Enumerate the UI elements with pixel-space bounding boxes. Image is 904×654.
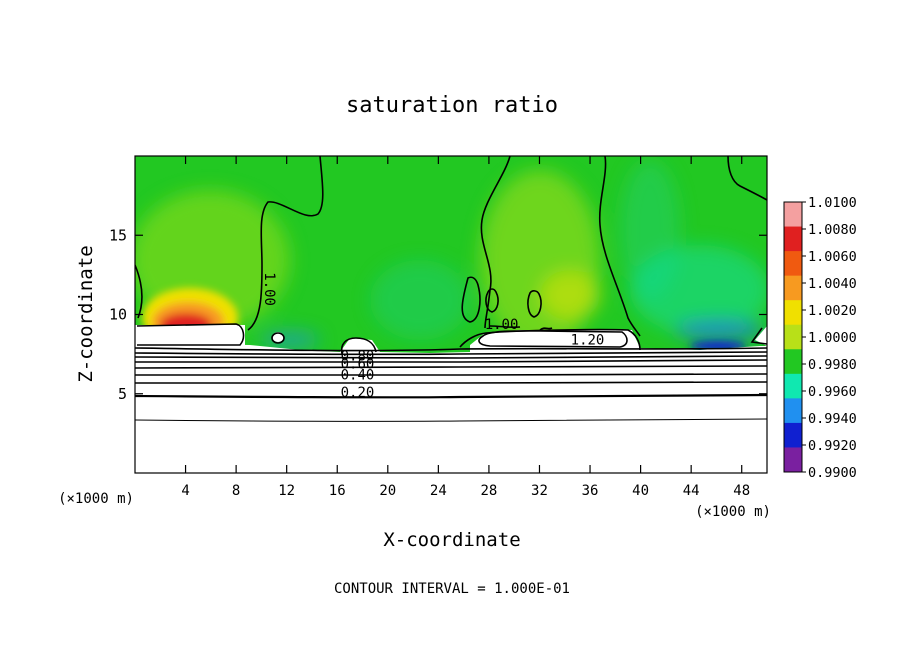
y-axis-label: Z-coordinate — [75, 245, 97, 382]
x-unit-left: (×1000 m) — [58, 491, 134, 507]
y-tick-label: 15 — [109, 226, 127, 244]
contour-label: 0.20 — [341, 385, 375, 401]
y-axis: 5 10 15 — [109, 226, 767, 403]
contour-label: 0.80 — [341, 348, 375, 364]
colorbar-band — [784, 349, 802, 375]
x-tick-label: 8 — [232, 483, 240, 499]
contour-label: 1.00 — [485, 317, 519, 333]
x-tick-label: 40 — [632, 483, 649, 499]
colorbar-band — [784, 447, 802, 473]
x-tick-label: 36 — [582, 483, 599, 499]
x-axis: 4 8 12 16 20 24 28 32 36 40 44 48 — [181, 156, 750, 499]
colorbar: 1.0100 1.0080 1.0060 1.0040 1.0020 1.0000 0.99… — [783, 195, 857, 481]
x-tick-label: 20 — [379, 483, 396, 499]
colorbar-label: 0.9940 — [808, 411, 857, 427]
colorbar-label: 0.9980 — [808, 357, 857, 373]
colorbar-band — [784, 398, 802, 424]
x-tick-label: 44 — [683, 483, 700, 499]
field-shading — [135, 160, 767, 350]
y-tick-label: 5 — [118, 385, 127, 403]
contour-interval-note: CONTOUR INTERVAL = 1.000E-01 — [334, 581, 570, 597]
contour-label: 0.60 — [341, 356, 375, 372]
y-tick-label: 10 — [109, 306, 127, 324]
colorbar-band — [784, 300, 802, 326]
x-tick-label: 28 — [480, 483, 497, 499]
colorbar-band — [784, 422, 802, 448]
colorbar-band — [784, 226, 802, 252]
contour-label: 1.20 — [571, 333, 605, 349]
colorbar-label: 1.0000 — [808, 330, 857, 346]
x-unit-right: (×1000 m) — [695, 504, 771, 520]
colorbar-band — [784, 275, 802, 301]
colorbar-label: 0.9900 — [808, 465, 857, 481]
chart-title: saturation ratio — [346, 93, 558, 118]
colorbar-label: 1.0100 — [808, 195, 857, 211]
contours — [135, 156, 767, 422]
colorbar-label: 1.0080 — [808, 222, 857, 238]
x-tick-label: 24 — [430, 483, 447, 499]
colorbar-band — [784, 373, 802, 399]
colorbar-label: 0.9960 — [808, 384, 857, 400]
x-tick-label: 32 — [531, 483, 548, 499]
colorbar-label: 1.0060 — [808, 249, 857, 265]
x-tick-label: 16 — [329, 483, 346, 499]
colorbar-label: 1.0020 — [808, 303, 857, 319]
x-tick-label: 12 — [278, 483, 295, 499]
plot-field: 1.00 1.00 1.20 0.800.600.40 0.20 — [135, 156, 767, 473]
contour-label: 1.00 — [261, 272, 277, 306]
colorbar-band — [784, 202, 802, 228]
colorbar-label: 0.9920 — [808, 438, 857, 454]
colorbar-band — [784, 324, 802, 350]
x-tick-label: 48 — [733, 483, 750, 499]
colorbar-band — [784, 251, 802, 277]
x-tick-label: 4 — [181, 483, 189, 499]
contour-label: 0.40 — [341, 367, 375, 383]
x-axis-label: X-coordinate — [383, 529, 520, 551]
colorbar-label: 1.0040 — [808, 276, 857, 292]
